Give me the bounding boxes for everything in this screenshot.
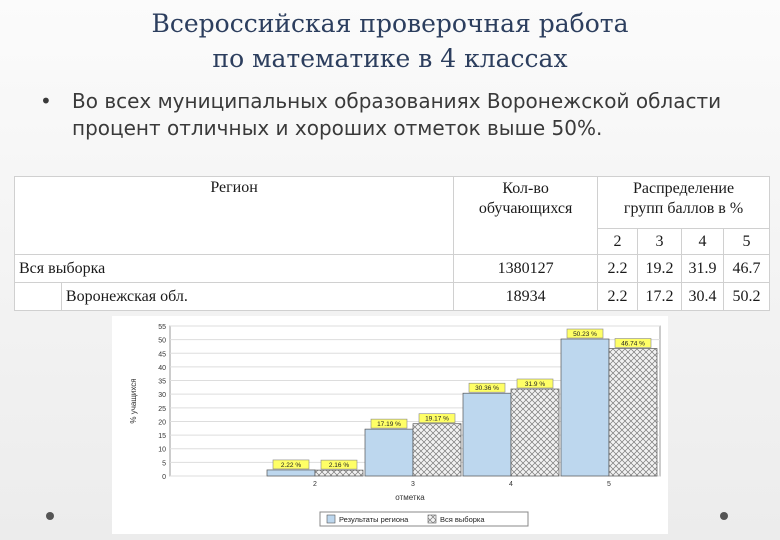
indent-cell: [14, 282, 62, 311]
y-tick-label: 20: [158, 419, 166, 426]
bar-region: [266, 469, 316, 477]
y-tick-label: 55: [158, 324, 166, 331]
y-tick-label: 25: [158, 406, 166, 413]
value-cell: 50.2: [722, 282, 771, 311]
y-tick-label: 10: [158, 447, 166, 454]
value-cell: 46.7: [722, 254, 771, 283]
y-tick-labels: 0 5 10 15 20 25 30 35 40 45 50 55: [158, 324, 166, 481]
header-count-line1: Кол-во: [502, 180, 549, 197]
title-line-2: по математике в 4 классах: [212, 44, 568, 73]
grade-header: 4: [680, 228, 724, 255]
value-cell: 2.2: [597, 282, 639, 311]
bullet-point: • Во всех муниципальных образованиях Вор…: [40, 88, 740, 142]
y-tick-label: 40: [158, 365, 166, 372]
title-line-1: Всероссийская проверочная работа: [151, 9, 629, 38]
y-tick-label: 50: [158, 338, 166, 345]
grade-header: 5: [722, 228, 771, 255]
y-tick-label: 45: [158, 351, 166, 358]
data-label: 2.22 %: [281, 462, 301, 469]
slide-title: Всероссийская проверочная работа по мате…: [0, 6, 780, 76]
data-label-box: [370, 418, 408, 429]
value-cell: 31.9: [680, 254, 724, 283]
count-cell: 1380127: [453, 254, 599, 283]
bar-all-sample: [314, 469, 364, 477]
legend-swatch-all: [427, 514, 437, 524]
legend-label-all: Вся выборка: [440, 515, 485, 524]
legend-label-region: Результаты региона: [339, 515, 409, 524]
header-count: Кол-во обучающихся: [453, 176, 599, 255]
header-region: Регион: [13, 176, 455, 255]
count-cell: 18934: [453, 282, 599, 311]
table-header-row: Регион Кол-во обучающихся Распределение …: [13, 176, 770, 255]
x-tick-label: 3: [411, 481, 415, 488]
data-label: 17.19 %: [377, 421, 401, 428]
data-label: 46.74 %: [621, 341, 645, 348]
table-row: Вся выборка 1380127 2.2 19.2 31.9 46.7: [13, 254, 771, 283]
data-label-box: [614, 338, 652, 348]
bar-region: [364, 428, 414, 477]
value-cell: 30.4: [680, 282, 724, 311]
y-tick-label: 5: [162, 460, 166, 467]
legend-swatch-region: [326, 514, 336, 524]
header-count-line2: обучающихся: [478, 200, 573, 217]
bar-region: [462, 392, 512, 477]
header-dist-line2: групп баллов в %: [623, 200, 744, 217]
bar-all-sample: [412, 423, 462, 477]
x-tick-label: 2: [313, 481, 317, 488]
legend: Результаты региона Вся выборка: [319, 511, 529, 527]
data-label-box: [516, 378, 554, 389]
x-tick-labels: 2 3 4 5: [313, 481, 611, 488]
bar-region: [560, 338, 610, 477]
value-cell: 17.2: [637, 282, 682, 311]
region-cell: Вся выборка: [13, 254, 455, 283]
x-axis-label: отметка: [395, 493, 425, 502]
data-label-box: [272, 459, 310, 470]
data-label: 30.36 %: [475, 385, 499, 392]
data-label: 19.17 %: [425, 416, 449, 423]
header-distribution: Распределение групп баллов в %: [597, 176, 770, 229]
y-tick-label: 35: [158, 379, 166, 386]
x-tick-label: 4: [509, 481, 513, 488]
bullet-dot-icon: •: [40, 89, 52, 113]
slide-nav-dot-left-icon: [46, 512, 54, 520]
table-grades-row: 2 3 4 5: [15, 228, 771, 255]
x-tick-label: 5: [607, 481, 611, 488]
data-label: 50.23 %: [573, 331, 597, 338]
data-label-box: [468, 382, 506, 393]
data-label-box: [566, 328, 604, 339]
data-label-box: [418, 413, 456, 424]
legend-frame: [319, 511, 529, 527]
bullet-text: Во всех муниципальных образованиях Ворон…: [72, 89, 722, 140]
bars: 2.22 % 2.16 % 17.19 % 19.17 % 30.36 % 31.9 % 5…: [266, 328, 658, 477]
data-label: 31.9 %: [525, 381, 545, 388]
y-tick-label: 30: [158, 392, 166, 399]
chart-panel: 0 5 10 15 20 25 30 35 40 45 50 55 2.22 % 2.16 % 17.19…: [112, 316, 668, 534]
grade-header: 2: [597, 228, 639, 255]
table-row: Воронежская обл. 18934 2.2 17.2 30.4 50.…: [14, 282, 771, 311]
y-tick-label: 0: [162, 474, 166, 481]
y-tick-label: 15: [158, 433, 166, 440]
data-label: 2.16 %: [329, 462, 349, 469]
header-region-label: Регион: [210, 179, 258, 196]
value-cell: 2.2: [597, 254, 639, 283]
grade-header: 3: [637, 228, 682, 255]
slide-nav-dot-right-icon: [720, 512, 728, 520]
region-cell: Воронежская обл.: [60, 282, 455, 311]
y-axis-label: % учащихся: [129, 378, 138, 423]
value-cell: 19.2: [637, 254, 682, 283]
bar-all-sample: [608, 348, 658, 477]
summary-table: Регион Кол-во обучающихся Распределение …: [13, 176, 771, 311]
bar-all-sample: [510, 388, 560, 477]
header-dist-line1: Распределение: [632, 180, 735, 197]
data-label-box: [320, 459, 358, 470]
